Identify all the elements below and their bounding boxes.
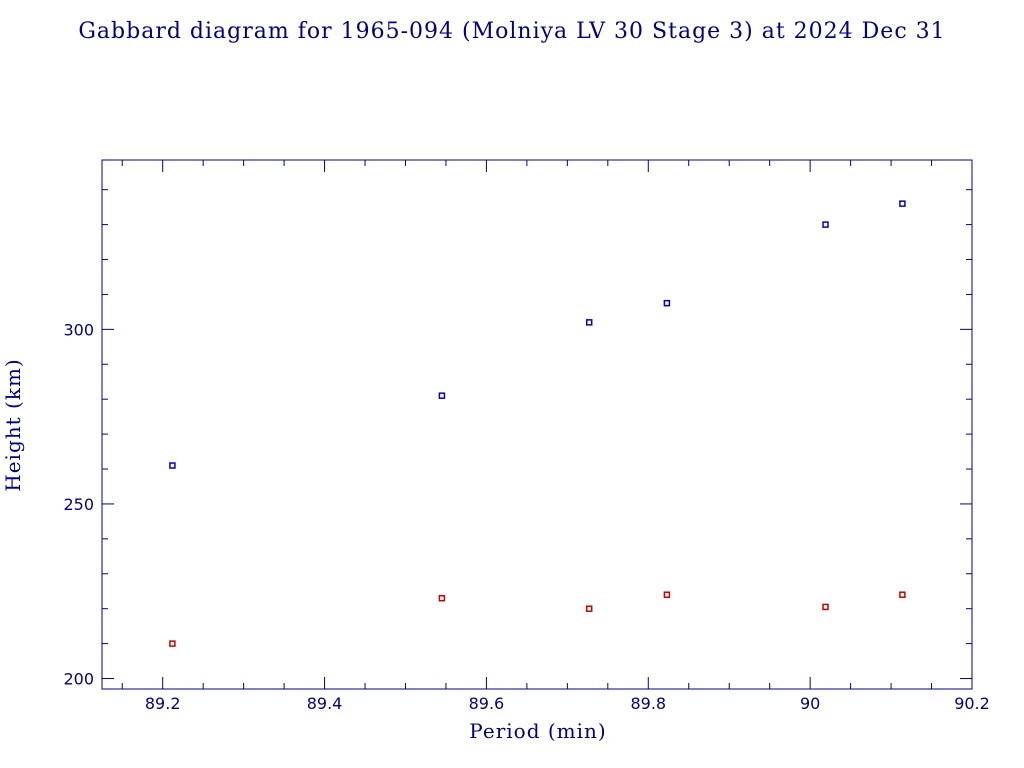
x-tick-label: 90.2 — [954, 694, 990, 713]
perigee-point — [585, 605, 593, 612]
perigee-point — [663, 591, 671, 598]
perigee-point — [822, 603, 829, 611]
apogee-point — [438, 392, 446, 399]
x-axis-label: Period (min) — [469, 719, 606, 743]
x-tick-label: 90 — [800, 694, 820, 713]
y-tick-label: 300 — [63, 320, 94, 339]
chart-title: Gabbard diagram for 1965-094 (Molniya LV… — [78, 19, 945, 44]
apogee-point — [822, 221, 829, 228]
perigee-point — [169, 640, 176, 647]
data-points — [169, 200, 906, 647]
tick-labels: 89.2 89.4 89.6 89.8 90 90.2 200 250 300 — [63, 320, 989, 713]
x-tick-label: 89.4 — [307, 694, 343, 713]
x-tick-label: 89.6 — [469, 694, 505, 713]
y-tick-label: 200 — [63, 670, 94, 689]
x-tick-label: 89.8 — [630, 694, 666, 713]
y-tick-label: 250 — [63, 495, 94, 514]
y-axis-label: Height (km) — [1, 358, 25, 491]
x-tick-label: 89.2 — [145, 694, 181, 713]
apogee-point — [169, 462, 176, 469]
axis-ticks — [102, 160, 973, 689]
perigee-point — [899, 591, 906, 598]
apogee-point — [899, 200, 906, 207]
apogee-point — [663, 299, 671, 307]
plot-frame — [101, 159, 973, 690]
perigee-point — [438, 594, 446, 602]
apogee-point — [585, 319, 593, 326]
